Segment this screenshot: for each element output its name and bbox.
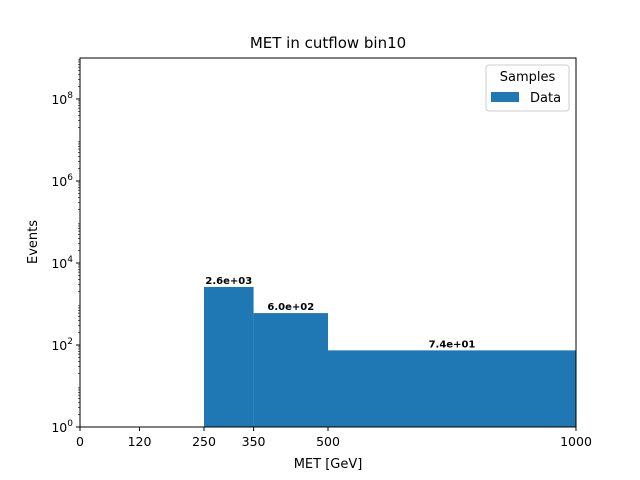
- bar-2: [328, 350, 576, 427]
- bar-label-0: 2.6e+03: [205, 276, 252, 287]
- legend-entry-data: Data: [530, 91, 561, 106]
- bar-0: [204, 286, 254, 427]
- bar-1: [253, 313, 328, 427]
- x-tick-label-5: 1000: [560, 434, 592, 449]
- x-tick-label-3: 350: [242, 434, 266, 449]
- x-tick-label-4: 500: [316, 434, 340, 449]
- bars-layer: [204, 286, 576, 427]
- y-tick-label-0: 100: [51, 419, 73, 435]
- y-axis-label: Events: [26, 220, 41, 264]
- y-tick-label-4: 108: [51, 91, 73, 107]
- x-tick-label-2: 250: [192, 434, 216, 449]
- chart-title: MET in cutflow bin10: [250, 34, 406, 52]
- x-axis: 0 120 250 350 500 1000: [76, 427, 592, 449]
- bar-label-2: 7.4e+01: [429, 339, 476, 350]
- bar-label-1: 6.0e+02: [267, 302, 314, 313]
- legend: Samples Data: [485, 64, 570, 112]
- x-axis-label: MET [GeV]: [294, 457, 363, 472]
- legend-title: Samples: [500, 70, 556, 85]
- y-axis: 100 102 104 106 108: [51, 59, 80, 435]
- legend-swatch-data: [491, 92, 519, 102]
- y-tick-label-2: 104: [51, 255, 73, 271]
- y-tick-label-1: 102: [51, 337, 73, 353]
- bar-labels-layer: 2.6e+03 6.0e+02 7.4e+01: [205, 276, 475, 350]
- y-tick-label-3: 106: [51, 173, 73, 189]
- x-tick-label-0: 0: [76, 434, 84, 449]
- x-tick-label-1: 120: [128, 434, 152, 449]
